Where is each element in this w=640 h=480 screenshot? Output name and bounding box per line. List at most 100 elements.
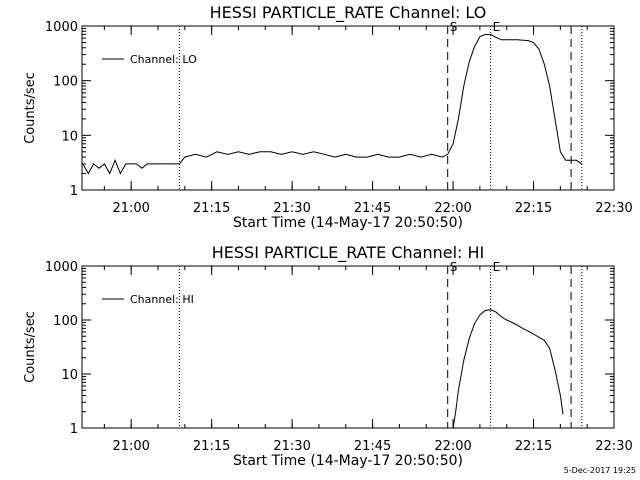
lo-data-point [474,46,475,47]
lo-y-tick-label: 100 [53,75,78,90]
lo-data-point [195,153,196,155]
hi-data-point [495,311,497,313]
lo-data-point [313,151,314,153]
generation-timestamp: 5-Dec-2017 19:25 [563,466,636,475]
lo-data-point [216,151,218,153]
lo-x-tick-label: 21:30 [273,201,310,216]
lo-data-point [490,34,492,35]
lo-series-line [82,34,583,175]
lo-data-point [205,156,207,158]
lo-data-point [431,153,432,155]
lo-data-point [152,163,154,165]
lo-data-point [441,156,443,158]
hi-data-point [533,333,534,335]
hi-legend-label: Channel: HI [130,293,194,306]
hi-data-point [562,413,564,415]
hi-data-point [554,369,556,371]
hi-data-point [549,347,551,349]
lo-x-tick-label: 21:15 [193,201,230,216]
lo-data-point [549,85,551,87]
lo-data-point [146,163,148,165]
lo-data-point [356,156,357,158]
hi-series-line [452,309,564,429]
hi-data-point [506,319,508,321]
hi-x-tick-label: 21:15 [193,439,230,454]
hi-y-tick-label: 10 [61,368,78,383]
hi-x-tick-label: 21:00 [112,439,149,454]
lo-data-point [280,153,282,155]
hi-data-point [543,339,545,341]
lo-data-point [581,163,583,165]
lo-data-point [114,159,116,161]
lo-y-tick-label: 10 [61,129,78,144]
lo-x-axis-label: Start Time (14-May-17 20:50:50) [233,215,463,231]
lo-y-tick-label: 1 [70,184,78,199]
hi-x-tick-label: 21:45 [354,439,391,454]
lo-data-point [136,163,137,165]
hi-x-tick-label: 21:30 [273,439,310,454]
lo-data-point [576,159,577,161]
lo-data-point [87,173,89,174]
lo-legend-label: Channel: LO [130,53,197,66]
lo-data-point [334,156,336,158]
lo-plot-frame [81,25,615,191]
lo-data-point [259,151,261,153]
lo-x-tick-label: 22:00 [434,201,471,216]
lo-data-point [173,163,175,165]
lo-data-point [570,159,572,161]
lo-data-point [484,34,486,35]
lo-data-point [366,156,368,158]
lo-data-point [565,159,567,161]
lo-data-point [291,151,293,153]
lo-data-point [479,36,481,37]
lo-data-point [130,163,132,165]
lo-data-point [559,151,561,153]
hi-data-point [511,322,513,323]
hi-data-point [522,327,524,329]
hi-data-point [490,309,492,311]
lo-chart-title: HESSI PARTICLE_RATE Channel: LO [210,3,487,23]
lo-data-point [420,156,422,158]
lo-data-point [533,42,534,43]
lo-data-point [377,153,379,155]
lo-data-point [162,163,164,165]
lo-data-point [227,153,229,155]
lo-data-point [527,40,529,42]
hi-data-point [474,323,475,325]
lo-x-tick-label: 21:00 [112,201,149,216]
lo-data-point [157,163,159,165]
hi-data-point [468,338,470,340]
lo-data-point [238,151,239,153]
lo-data-point [93,163,95,165]
hi-chart-title: HESSI PARTICLE_RATE Channel: HI [212,243,485,263]
lo-data-point [82,163,84,165]
hi-y-tick-label: 1 [70,422,78,437]
hi-x-tick-label: 22:30 [595,439,632,454]
lo-data-point [103,163,105,165]
lo-flag-label-s: S [450,20,458,34]
hi-data-point [559,395,561,396]
lo-data-point [323,153,325,155]
lo-data-point [345,153,347,155]
lo-data-point [495,36,497,38]
hi-data-point [517,324,518,326]
lo-data-point [506,39,508,41]
lo-data-point [458,118,459,120]
lo-y-axis-label: Counts/sec [23,72,38,144]
lo-data-point [98,167,100,169]
lo-data-point [447,153,449,155]
hi-y-tick-label: 100 [53,314,78,329]
lo-data-point [543,63,545,65]
lo-data-point [125,163,127,165]
lo-data-point [538,48,540,50]
lo-data-point [517,39,518,41]
hi-data-point [500,316,502,318]
hi-plot-frame [81,265,615,429]
hi-data-point [458,389,459,391]
hi-x-tick-label: 22:00 [434,439,471,454]
lo-data-point [179,163,180,165]
lo-data-point [554,118,556,120]
lo-data-point [120,173,121,174]
lo-data-point [468,61,470,63]
